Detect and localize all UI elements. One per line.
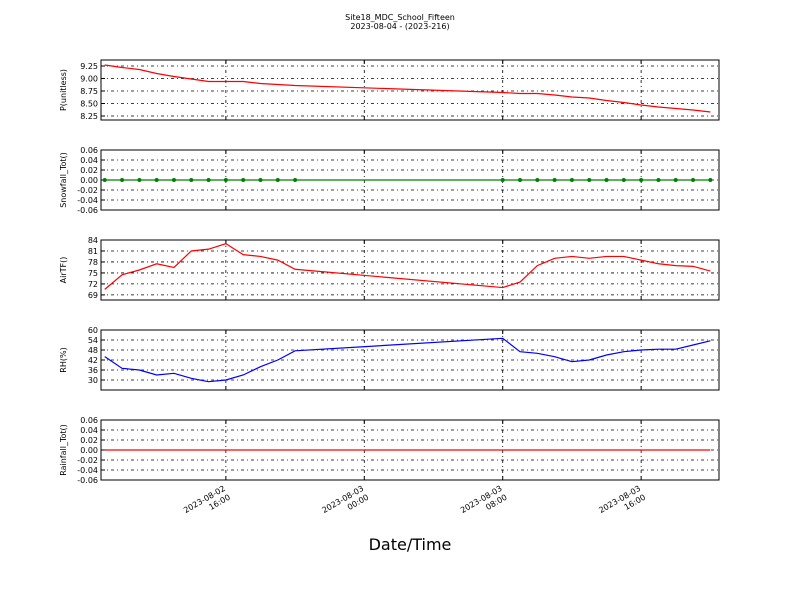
data-line — [104, 64, 711, 113]
y-tick-label: -0.02 — [77, 456, 98, 465]
data-line — [104, 243, 711, 290]
data-marker — [621, 178, 626, 182]
data-marker — [639, 178, 644, 182]
data-marker — [518, 178, 523, 182]
y-tick-label: 54 — [88, 336, 98, 345]
data-marker — [171, 178, 176, 182]
y-tick-label: 72 — [88, 280, 98, 289]
data-marker — [189, 178, 194, 182]
data-marker — [120, 178, 125, 182]
plot-frame — [100, 59, 720, 121]
y-tick-label: 8.50 — [80, 100, 98, 109]
y-tick-label: 0.06 — [80, 416, 98, 425]
y-tick-label: -0.04 — [77, 196, 98, 205]
plot-frame — [100, 239, 720, 301]
figure-subtitle: 2023-08-04 - (2023-216) — [350, 22, 449, 31]
y-tick-label: 0.00 — [80, 446, 98, 455]
y-tick-label: 9.00 — [80, 75, 98, 84]
data-marker — [656, 178, 661, 182]
data-line — [104, 337, 711, 383]
data-marker — [137, 178, 142, 182]
y-tick-label: 8.75 — [80, 87, 98, 96]
data-marker — [154, 178, 159, 182]
data-marker — [691, 178, 696, 182]
data-marker — [241, 178, 246, 182]
data-marker — [293, 178, 298, 182]
data-marker — [275, 178, 280, 182]
data-marker — [587, 178, 592, 182]
data-marker — [535, 178, 540, 182]
y-tick-label: -0.06 — [77, 476, 98, 485]
y-tick-label: 75 — [88, 269, 98, 278]
y-tick-label: 84 — [88, 236, 98, 245]
data-marker — [708, 178, 713, 182]
data-marker — [102, 178, 107, 182]
data-marker — [258, 178, 263, 182]
y-tick-label: 0.04 — [80, 156, 98, 165]
y-tick-label: 0.02 — [80, 166, 98, 175]
data-marker — [206, 178, 211, 182]
y-tick-label: 60 — [88, 326, 98, 335]
data-marker — [604, 178, 609, 182]
y-axis-label: Rainfall_Tot() — [59, 424, 68, 476]
data-marker — [500, 178, 505, 182]
data-marker — [673, 178, 678, 182]
y-tick-label: -0.04 — [77, 466, 98, 475]
y-tick-label: 9.25 — [80, 62, 98, 71]
y-tick-label: 0.06 — [80, 146, 98, 155]
y-axis-label: Snowfall_Tot() — [59, 152, 68, 208]
figure-title: Site18_MDC_School_Fifteen — [345, 13, 455, 22]
y-tick-label: 0.00 — [80, 176, 98, 185]
y-axis-label: RH(%) — [59, 347, 68, 372]
y-tick-label: 0.02 — [80, 436, 98, 445]
y-tick-label: 81 — [88, 247, 98, 256]
y-tick-label: 42 — [88, 356, 98, 365]
y-tick-label: 36 — [88, 366, 98, 375]
data-marker — [223, 178, 228, 182]
y-axis-label: P(unitless) — [59, 69, 68, 111]
y-tick-label: 0.04 — [80, 426, 98, 435]
y-tick-label: 69 — [88, 291, 98, 300]
y-tick-label: 48 — [88, 346, 98, 355]
x-axis-label: Date/Time — [369, 535, 452, 554]
y-tick-label: 78 — [88, 258, 98, 267]
y-tick-label: 8.25 — [80, 112, 98, 121]
y-axis-label: AirTF() — [59, 257, 68, 284]
data-marker — [569, 178, 574, 182]
plot-frame — [100, 329, 720, 391]
y-tick-label: -0.06 — [77, 206, 98, 215]
plot-frame — [100, 419, 720, 481]
plot-frame — [100, 149, 720, 211]
y-tick-label: 30 — [88, 376, 98, 385]
y-tick-label: -0.02 — [77, 186, 98, 195]
data-marker — [552, 178, 557, 182]
